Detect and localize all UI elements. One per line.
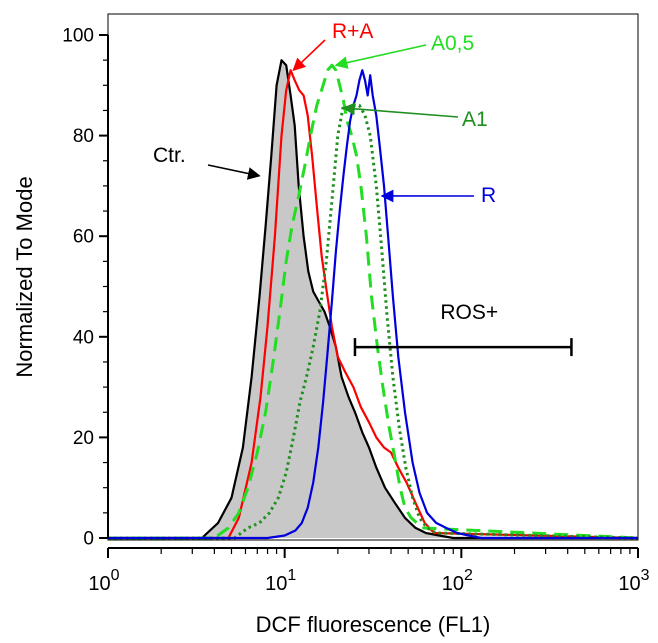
- annotation-label-a1: A1: [462, 108, 488, 131]
- series-line-r-a: [108, 69, 639, 540]
- x-tick-base: 10: [88, 573, 110, 595]
- annotation-arrow-a0-5: [334, 44, 427, 69]
- annotation-label-a0-5: A0,5: [431, 32, 474, 55]
- y-axis: 0 20 40 60 80 100: [62, 26, 109, 550]
- series-line-a0-5: [108, 63, 639, 540]
- x-tick-base: 10: [265, 573, 287, 595]
- x-tick-label: 100: [88, 567, 119, 595]
- y-tick-label: 20: [73, 428, 94, 449]
- ros-gate: ROS+: [353, 301, 573, 357]
- annotation-arrow-r-a: [292, 39, 326, 72]
- x-tick-exponent: 3: [641, 567, 650, 584]
- y-tick-label: 0: [83, 529, 94, 550]
- series-line-ctr: [108, 59, 638, 540]
- y-tick-label: 60: [73, 227, 94, 248]
- x-tick-label: 103: [618, 567, 649, 595]
- y-axis-title: Normalized To Mode: [12, 176, 37, 377]
- x-tick-exponent: 0: [111, 567, 120, 584]
- y-tick-label: 80: [73, 126, 94, 147]
- annotation-label-r: R: [481, 184, 496, 207]
- x-tick-label: 102: [442, 567, 473, 595]
- annotation-label-r-a: R+A: [332, 20, 373, 43]
- x-tick-base: 10: [618, 573, 640, 595]
- annotation-label-ctr: Ctr.: [153, 144, 186, 167]
- x-tick-base: 10: [442, 573, 464, 595]
- annotation-arrow-ctr: [207, 164, 261, 180]
- annotation-arrow-a1: [342, 102, 459, 118]
- x-tick-exponent: 2: [464, 567, 473, 584]
- x-axis: 100 101 102 103: [88, 547, 650, 595]
- series-annotations: Ctr. R+A A0,5 A1 R: [153, 20, 496, 207]
- x-tick-exponent: 1: [287, 567, 296, 584]
- x-tick-label: 101: [265, 567, 296, 595]
- y-tick-label: 40: [73, 327, 94, 348]
- y-tick-label: 100: [62, 26, 94, 47]
- gate-label: ROS+: [440, 301, 498, 324]
- series-line-r: [108, 69, 638, 540]
- x-axis-title: DCF fluorescence (FL1): [256, 612, 491, 637]
